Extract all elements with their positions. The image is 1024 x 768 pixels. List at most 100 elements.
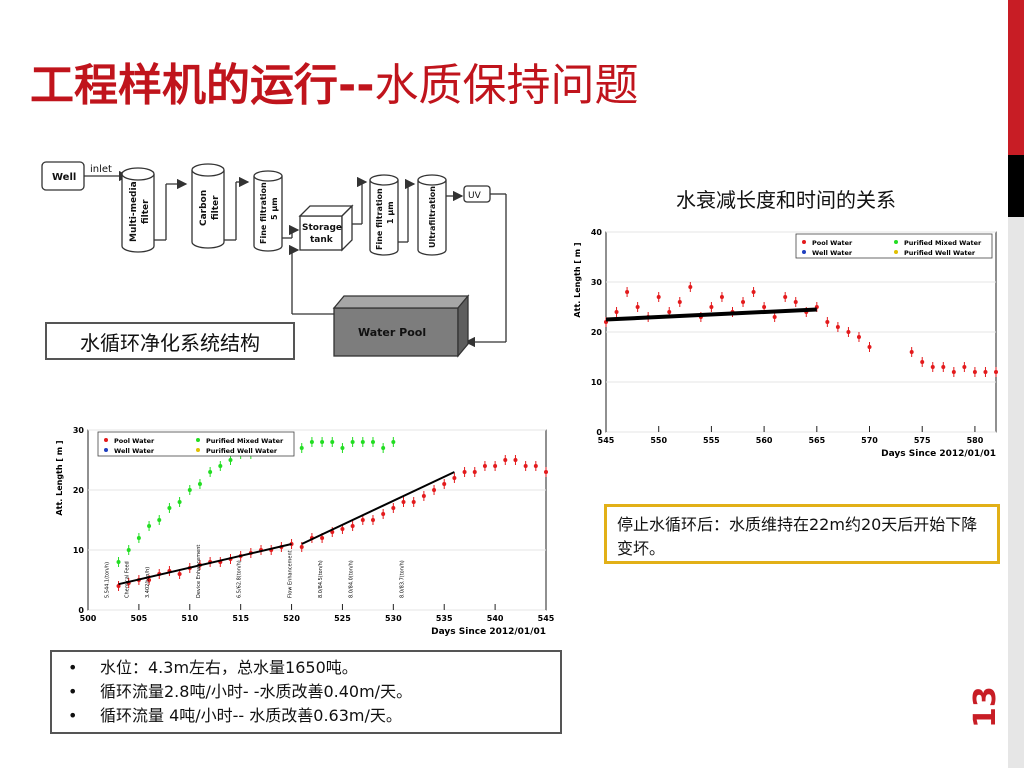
x-tick-label: 545 bbox=[598, 436, 615, 445]
data-point bbox=[909, 350, 914, 354]
data-point bbox=[835, 325, 840, 329]
x-tick-label: 575 bbox=[914, 436, 931, 445]
legend-marker bbox=[802, 240, 806, 244]
data-point bbox=[442, 482, 447, 486]
annotation-label: 8.0/84.0(ton/h) bbox=[349, 560, 355, 598]
data-point bbox=[381, 446, 386, 450]
unit3-line2: 5 μm bbox=[270, 197, 279, 220]
legend-marker bbox=[802, 250, 806, 254]
carbon-filter bbox=[191, 163, 225, 249]
data-point bbox=[340, 446, 345, 450]
data-point bbox=[751, 290, 756, 294]
data-point bbox=[228, 458, 233, 462]
x-tick-label: 500 bbox=[80, 614, 97, 623]
x-tick-label: 540 bbox=[487, 614, 504, 623]
multimedia-filter bbox=[121, 167, 155, 253]
data-point bbox=[856, 335, 861, 339]
y-tick-label: 40 bbox=[591, 228, 603, 237]
attenuation-chart-right: 0 10 20 30 40 545 550 555 560 565 570 575 580 Days Si… bbox=[573, 228, 998, 458]
data-point bbox=[167, 506, 172, 510]
data-point bbox=[677, 300, 682, 304]
x-tick-label: 545 bbox=[538, 614, 555, 623]
x-tick-label: 520 bbox=[283, 614, 300, 623]
data-point bbox=[762, 305, 767, 309]
accent-bar-red bbox=[1008, 0, 1024, 155]
annotation-label: Chemical Feed bbox=[125, 561, 131, 598]
fit-line bbox=[301, 471, 455, 545]
data-point bbox=[452, 476, 457, 480]
y-tick-label: 10 bbox=[73, 546, 85, 555]
x-tick-label: 525 bbox=[334, 614, 351, 623]
data-point bbox=[867, 345, 872, 349]
data-point bbox=[320, 536, 325, 540]
unit4-line2: 1 μm bbox=[386, 201, 395, 224]
inlet-label: inlet bbox=[90, 164, 112, 175]
data-point bbox=[533, 464, 538, 468]
data-point bbox=[846, 330, 851, 334]
attenuation-chart-left: 0 10 20 30 500 505 510 515 520 525 530 535 540 545 Day… bbox=[55, 426, 555, 636]
x-tick-label: 550 bbox=[650, 436, 667, 445]
uv-label: UV bbox=[468, 191, 482, 201]
bullet-item: 循环流量 4吨/小时-- 水质改善0.63m/天。 bbox=[60, 704, 552, 728]
data-point bbox=[920, 360, 925, 364]
data-point bbox=[741, 300, 746, 304]
annotation-label: 8.0/83.7(ton/h) bbox=[400, 560, 406, 598]
data-point bbox=[930, 365, 935, 369]
unit4-line1: Fine filtration bbox=[375, 188, 384, 250]
legend-marker bbox=[196, 438, 200, 442]
data-point bbox=[309, 440, 314, 444]
plot-frame bbox=[87, 429, 547, 611]
y-tick-label: 20 bbox=[73, 486, 85, 495]
diagram-caption: 水循环净化系统结构 bbox=[45, 322, 295, 360]
data-point bbox=[330, 440, 335, 444]
well-label: Well bbox=[52, 172, 76, 183]
ultrafiltration-unit bbox=[417, 174, 447, 256]
x-axis-label: Days Since 2012/01/01 bbox=[881, 449, 996, 458]
data-point bbox=[472, 470, 477, 474]
storage-line1: Storage bbox=[302, 223, 342, 233]
bullet-item: 循环流量2.8吨/小时- -水质改善0.40m/天。 bbox=[60, 680, 552, 704]
data-point bbox=[157, 518, 162, 522]
data-point bbox=[951, 370, 956, 374]
y-tick-label: 30 bbox=[73, 426, 85, 435]
y-tick-label: 10 bbox=[591, 378, 603, 387]
x-tick-label: 535 bbox=[436, 614, 453, 623]
data-point bbox=[983, 370, 988, 374]
bullet-item: 水位：4.3m左右，总水量1650吨。 bbox=[60, 656, 552, 680]
storage-tank bbox=[298, 204, 354, 252]
data-point bbox=[719, 295, 724, 299]
data-point bbox=[783, 295, 788, 299]
data-point bbox=[360, 518, 365, 522]
data-point bbox=[962, 365, 967, 369]
annotation-label: 5.544.1(ton/h) bbox=[104, 562, 110, 598]
x-tick-label: 510 bbox=[181, 614, 198, 623]
note-box: 停止水循环后：水质维持在22m约20天后开始下降变坏。 bbox=[604, 504, 1000, 564]
data-point bbox=[513, 458, 518, 462]
data-point bbox=[793, 300, 798, 304]
legend-marker bbox=[894, 240, 898, 244]
data-point bbox=[432, 488, 437, 492]
fit-line bbox=[118, 543, 292, 586]
x-tick-label: 560 bbox=[756, 436, 773, 445]
data-point bbox=[381, 512, 386, 516]
data-point bbox=[462, 470, 467, 474]
legend-entry: Purified Well Water bbox=[206, 447, 278, 455]
unit2-line2: filter bbox=[211, 195, 221, 220]
annotation-label: 6.5/62.8(ton/h) bbox=[237, 560, 243, 598]
data-point bbox=[688, 285, 693, 289]
legend-box bbox=[795, 233, 993, 259]
data-point bbox=[147, 578, 152, 582]
legend-entry: Purified Mixed Water bbox=[904, 239, 982, 247]
annotation-label: 8.0/84.5(ton/h) bbox=[318, 560, 324, 598]
y-tick-label: 30 bbox=[591, 278, 603, 287]
legend-entry: Pool Water bbox=[812, 239, 853, 247]
data-point bbox=[187, 488, 192, 492]
annotation-label: Flow Enhancement bbox=[288, 550, 294, 598]
legend-entry: Well Water bbox=[812, 249, 853, 257]
data-point bbox=[656, 295, 661, 299]
accent-bar-grey bbox=[1008, 217, 1024, 768]
data-point bbox=[197, 482, 202, 486]
fine-filter-5um bbox=[253, 170, 283, 252]
y-tick-label: 0 bbox=[596, 428, 602, 437]
annotation-label: 3.402(ton/h) bbox=[145, 567, 151, 598]
